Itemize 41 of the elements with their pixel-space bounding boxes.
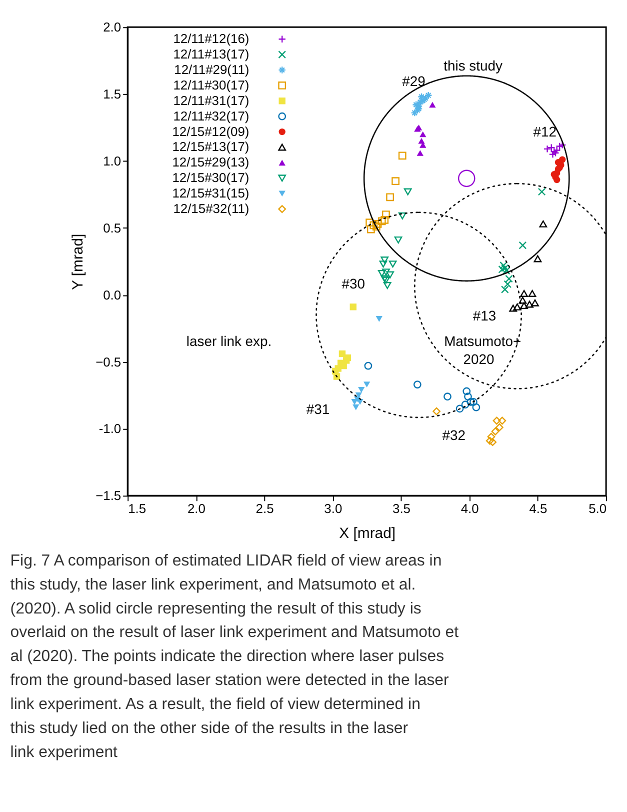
legend-label: 12/11#29(11) — [174, 62, 250, 77]
text: Fig. 7 A comparison of estimated LIDAR field of view areas in this study, the laser link experiment, and Matsumoto et al. (2020). A solid circle representing the result of this study is overlaid on the result of laser link experiment and Matsumoto et al (2020). The points indicate the direction where laser pulses from the ground-based laser station were detected in the laser link experiment. As a result, the field of view determined in this study lied on the other side of the results in the laser link experiment — [10, 552, 459, 761]
annotation: #31 — [306, 400, 330, 417]
annotation: #32 — [442, 427, 466, 444]
annotation: #12 — [533, 124, 557, 140]
legend-label: 12/15#12(09) — [172, 124, 250, 139]
x-tick-label: 5.0 — [588, 501, 607, 516]
legend-label: 12/15#13(17) — [172, 139, 250, 154]
annotation: Matsumoto+ — [444, 332, 522, 349]
y-tick-label: −1.5 — [96, 488, 122, 504]
y-tick-label: 0.0 — [103, 287, 122, 302]
legend-label: 12/11#31(17) — [173, 92, 250, 108]
annotation: #29 — [402, 72, 426, 89]
x-tick-label: 2.5 — [256, 501, 274, 516]
x-tick-label: 4.0 — [460, 501, 479, 516]
legend-label: 12/11#13(17) — [173, 46, 250, 62]
x-tick-label: 1.5 — [128, 501, 146, 516]
annotation: 2020 — [463, 350, 495, 367]
legend-label: 12/15#32(11) — [173, 201, 250, 216]
y-tick-label: −0.5 — [96, 354, 122, 370]
x-tick-label: 2.0 — [187, 501, 206, 516]
legend-label: 12/15#31(15) — [172, 186, 250, 201]
y-tick-label: -1.0 — [98, 421, 122, 436]
x-tick-label: 3.0 — [324, 501, 342, 516]
legend-label: 12/11#32(17) — [173, 108, 250, 124]
x-tick-label: 3.5 — [392, 501, 411, 516]
annotation: #13 — [472, 308, 496, 324]
legend-label: 12/11#12(16) — [173, 31, 250, 46]
y-tick-label: 1.5 — [103, 86, 122, 102]
annotation: laser link exp. — [186, 332, 272, 349]
annotation: this study — [444, 58, 503, 74]
y-tick-label: 2.0 — [103, 20, 122, 35]
legend-label: 12/15#30(17) — [172, 170, 250, 186]
x-tick-label: 4.5 — [529, 501, 548, 516]
x-axis-title: X [mrad] — [339, 525, 396, 542]
annotation: #30 — [342, 275, 366, 292]
y-tick-label: 1.0 — [103, 153, 122, 168]
legend-label: 12/11#30(17) — [173, 77, 250, 92]
legend-label: 12/15#29(13) — [172, 154, 250, 170]
y-axis-title: Y [mrad] — [70, 234, 87, 290]
y-tick-label: 0.5 — [103, 220, 122, 236]
